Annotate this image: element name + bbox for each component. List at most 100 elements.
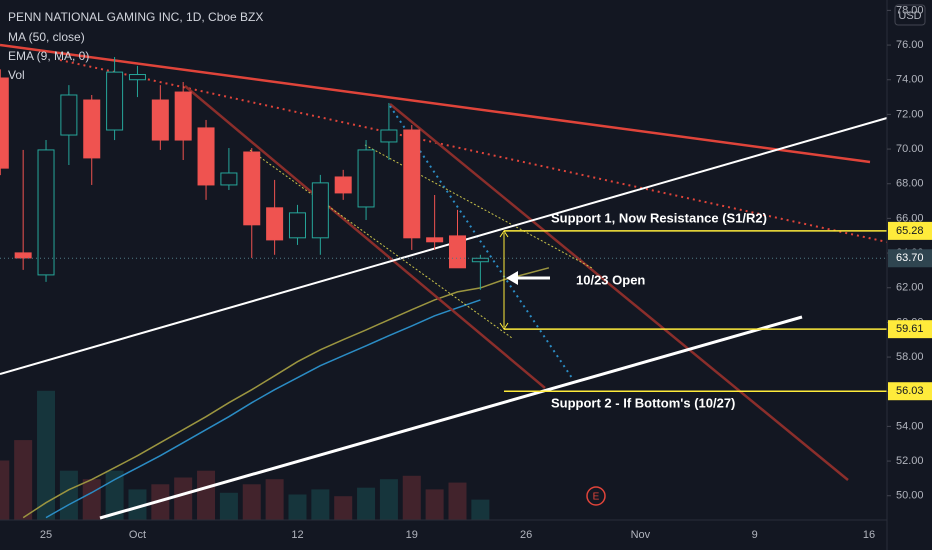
x-tick-label: 16 <box>863 529 875 541</box>
candle-body <box>266 207 284 241</box>
volume-bar <box>105 470 124 520</box>
candle-body <box>380 129 398 143</box>
volume-bar <box>197 470 216 520</box>
volume-bar <box>334 496 353 520</box>
range-arrows <box>499 230 509 330</box>
indicator-line <box>45 299 481 519</box>
candle-body <box>220 172 238 186</box>
volume-bar <box>288 494 307 520</box>
price-axis <box>887 0 932 550</box>
trend-line-dotted <box>389 105 573 379</box>
level-label: 59.61 <box>896 323 924 335</box>
volume-bar <box>59 470 78 520</box>
currency-box[interactable] <box>894 4 926 26</box>
volume-layer <box>0 390 490 520</box>
y-tick-label: 76.00 <box>896 39 924 51</box>
x-tick-label: Nov <box>631 529 651 541</box>
candle-body <box>14 252 32 259</box>
channel-dotted <box>249 149 513 339</box>
candle-body <box>197 127 215 186</box>
candle-body <box>37 149 55 276</box>
x-axis: 25 Oct 12 19 26 Nov 9 16 <box>40 529 875 541</box>
candle-body <box>60 94 78 136</box>
y-tick-label: 66.00 <box>896 212 924 224</box>
volume-bar <box>174 477 193 520</box>
y-tick-label: 74.00 <box>896 74 924 86</box>
candle-body <box>243 151 261 226</box>
legend-entry: EMA (9, MA, 0) <box>8 49 89 63</box>
level-layer <box>0 230 887 392</box>
channel-dotted <box>364 144 593 269</box>
x-tick-label: 25 <box>40 529 52 541</box>
legend-entry: MA (50, close) <box>8 30 85 44</box>
level-label: 56.03 <box>896 385 924 397</box>
candle-body <box>128 74 146 81</box>
y-tick-label: 78.00 <box>896 4 924 16</box>
y-tick-label: 54.00 <box>896 420 924 432</box>
chart-title: PENN NATIONAL GAMING INC, 1D, Cboe BZX <box>8 10 263 24</box>
volume-bar <box>0 460 10 520</box>
y-tick-label: 62.00 <box>896 282 924 294</box>
level-badge <box>888 382 932 401</box>
annotation: 10/23 Open <box>576 272 645 287</box>
candle-body <box>0 77 9 169</box>
volume-bar <box>128 489 147 520</box>
volume-bar <box>448 482 467 520</box>
y-tick-label: 68.00 <box>896 178 924 190</box>
candle-body <box>311 182 329 239</box>
channel-line <box>389 103 849 481</box>
y-tick-label: 70.00 <box>896 143 924 155</box>
last-price-badge <box>888 249 932 268</box>
volume-bar <box>82 479 101 520</box>
y-tick-label: 50.00 <box>896 490 924 502</box>
volume-bar <box>219 492 238 520</box>
earnings-label[interactable]: E <box>593 492 600 503</box>
arrow-head <box>506 271 518 285</box>
candle-body <box>174 91 192 141</box>
volume-bar <box>311 489 330 520</box>
last-price-label: 63.70 <box>896 252 924 264</box>
candle-body <box>357 149 375 208</box>
indicator-line <box>22 267 550 519</box>
earnings-icon[interactable] <box>586 486 606 506</box>
currency[interactable]: USD <box>898 10 921 22</box>
candle-body <box>403 129 421 239</box>
volume-bar <box>265 479 284 520</box>
annotation: Support 1, Now Resistance (S1/R2) <box>551 210 767 225</box>
candle-body <box>151 99 169 141</box>
legend-entry: Vol <box>8 68 25 82</box>
candle-body <box>426 237 444 243</box>
price-badges: 65.28 59.61 56.03 63.70 <box>888 221 932 401</box>
y-tick-label: 58.00 <box>896 351 924 363</box>
x-tick-label: 19 <box>406 529 418 541</box>
candle-body <box>334 176 352 194</box>
candle-body <box>449 235 466 269</box>
trend-line <box>0 43 871 164</box>
candle-body <box>83 99 101 159</box>
x-tick-label: 26 <box>520 529 532 541</box>
indicator-layer <box>22 267 550 519</box>
volume-bar <box>242 484 261 520</box>
volume-bar <box>402 475 421 520</box>
x-tick-label: 12 <box>291 529 303 541</box>
volume-bar <box>357 487 376 520</box>
level-badge <box>888 320 932 339</box>
channel-line <box>184 85 546 389</box>
candle-layer <box>0 57 489 290</box>
level-label: 65.28 <box>896 225 924 237</box>
candle-body <box>471 257 489 263</box>
volume-bar <box>425 489 444 520</box>
candle-body <box>106 71 124 131</box>
volume-bar <box>14 440 33 520</box>
candle-body <box>288 212 306 239</box>
trend-line <box>0 117 888 375</box>
trend-line <box>99 315 803 520</box>
volume-bar <box>379 479 398 520</box>
y-tick-label: 52.00 <box>896 455 924 467</box>
y-tick-label: 72.00 <box>896 108 924 120</box>
annotation: Support 2 - If Bottom's (10/27) <box>551 395 735 410</box>
volume-bar <box>37 390 56 520</box>
